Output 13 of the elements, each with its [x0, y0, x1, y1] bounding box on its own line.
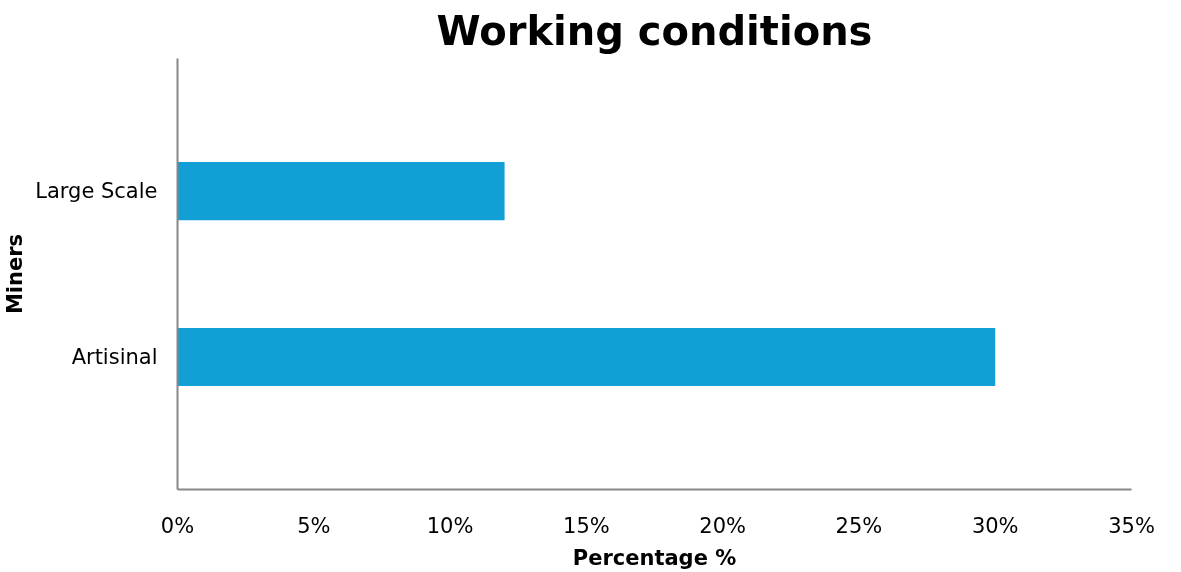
x-tick-label: 0%	[160, 513, 195, 538]
x-tick-label: 35%	[1108, 513, 1155, 538]
x-tick-label: 25%	[835, 513, 883, 538]
y-tick-label: Large Scale	[35, 179, 158, 204]
x-tick-label: 20%	[699, 513, 746, 538]
y-tick-label: Artisinal	[71, 344, 158, 369]
chart-title: Working conditions	[436, 7, 873, 54]
x-tick-label: 10%	[426, 513, 474, 538]
y-axis-title: Miners	[3, 233, 28, 315]
x-axis-title: Percentage %	[572, 545, 737, 570]
x-tick-label: 5%	[297, 513, 331, 538]
x-tick-label: 15%	[563, 513, 610, 538]
x-tick-label: 30%	[971, 513, 1019, 538]
